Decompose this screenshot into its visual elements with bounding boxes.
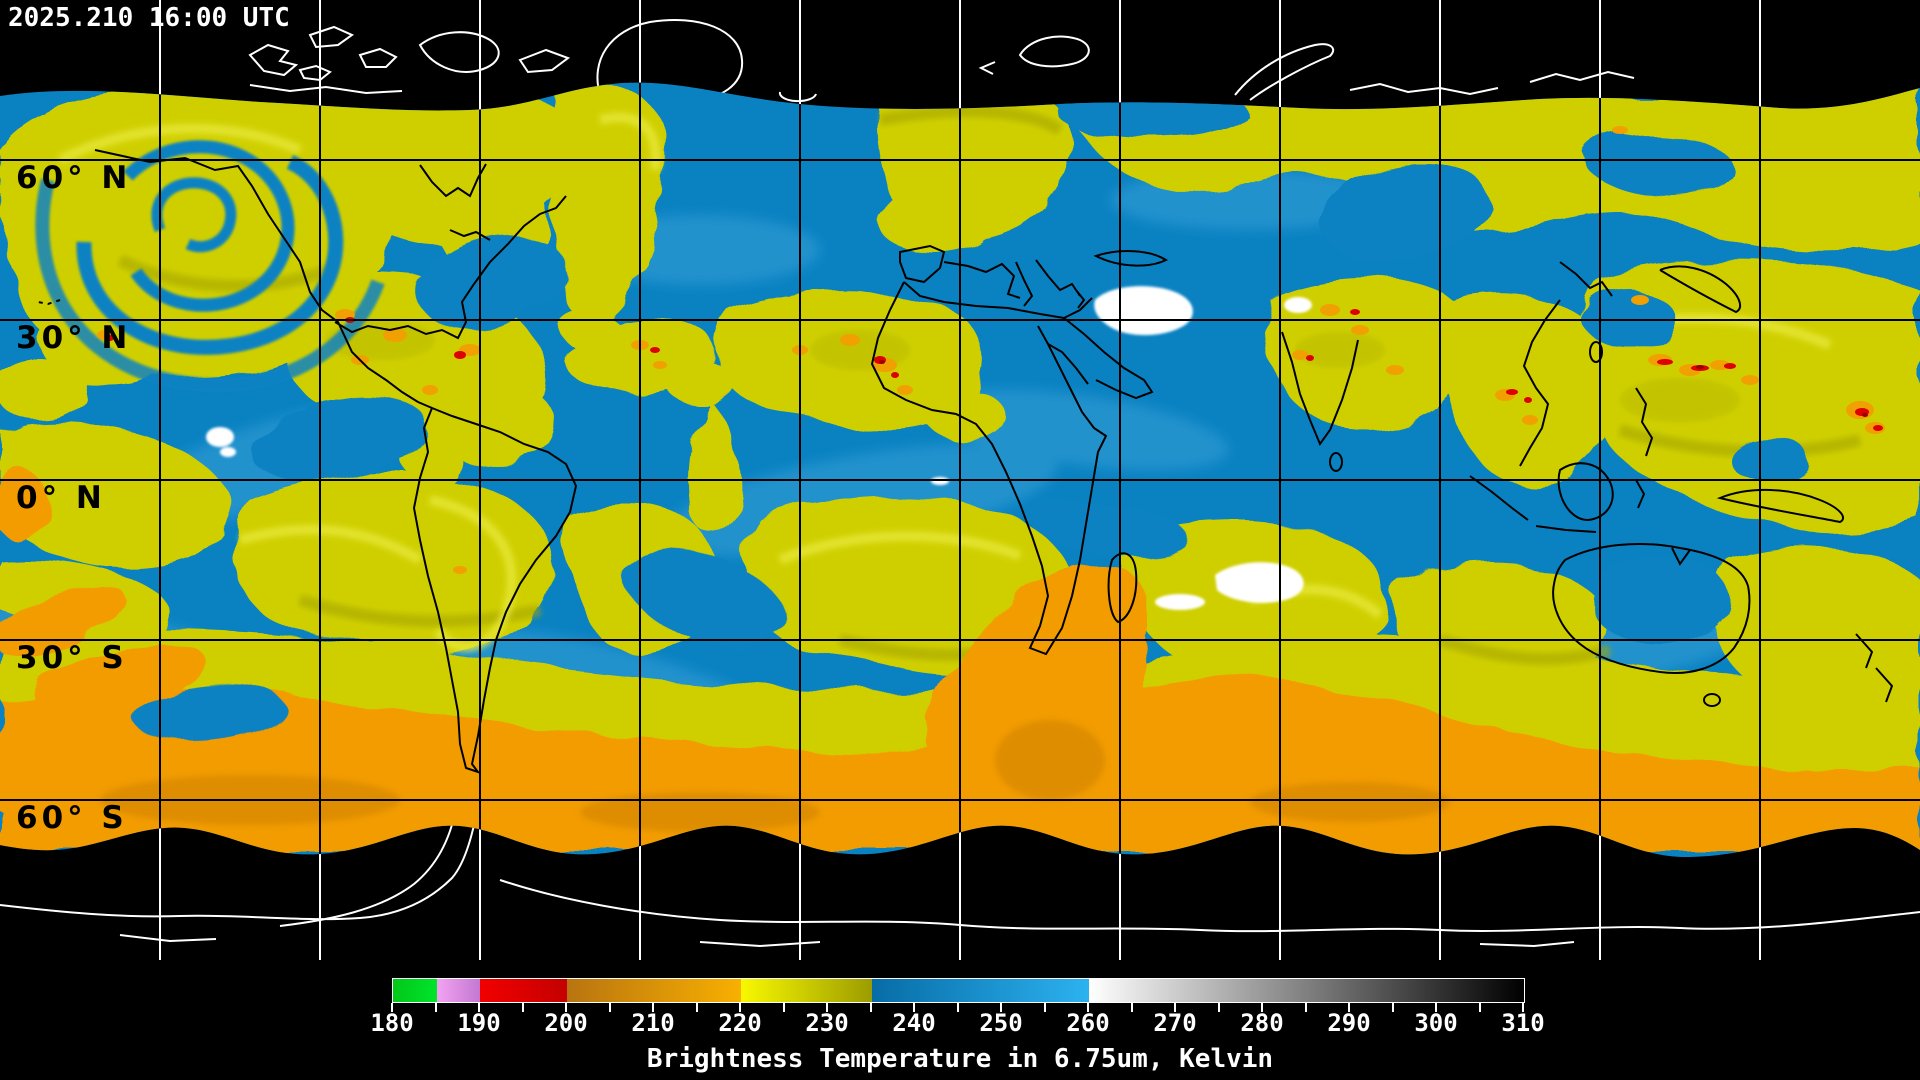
colorbar-segment <box>567 979 741 1002</box>
colorbar-segment <box>393 979 437 1002</box>
colorbar-tick <box>1000 1003 1002 1012</box>
colorbar-tick-label: 260 <box>1066 1009 1110 1037</box>
colorbar-tick <box>1130 1003 1133 1012</box>
colorbar-tick-label: 250 <box>979 1009 1023 1037</box>
colorbar-tick <box>1522 1003 1524 1012</box>
colorbar-tick-label: 180 <box>370 1009 414 1037</box>
colorbar-segment <box>436 979 480 1002</box>
colorbar-tick <box>1391 1003 1394 1012</box>
arctic-coastlines <box>248 18 1635 103</box>
colorbar-tick <box>608 1003 611 1012</box>
colorbar-ticks <box>0 1003 1920 1013</box>
colorbar-tick-label: 210 <box>631 1009 675 1037</box>
colorbar-tick <box>1174 1003 1176 1012</box>
lat-label-30s: 30° S <box>16 640 128 676</box>
data-field <box>0 82 1920 858</box>
colorbar-tick <box>565 1003 567 1012</box>
lat-label-0n: 0° N <box>16 480 106 516</box>
colorbar-tick <box>1217 1003 1220 1012</box>
lat-label-30n: 30° N <box>16 320 131 356</box>
colorbar-tick-label: 290 <box>1327 1009 1371 1037</box>
colorbar-tick <box>695 1003 698 1012</box>
dark-red-cores <box>879 360 1868 417</box>
lat-label-60n: 60° N <box>16 160 131 196</box>
colorbar-tick <box>652 1003 654 1012</box>
colorbar-segment <box>741 979 872 1002</box>
colorbar-tick-label: 310 <box>1501 1009 1545 1037</box>
lat-label-60s: 60° S <box>16 800 128 836</box>
colorbar-tick <box>1304 1003 1307 1012</box>
coastlines <box>37 149 1894 774</box>
colorbar-tick <box>956 1003 959 1012</box>
colorbar-tick <box>1435 1003 1437 1012</box>
colorbar-tick-label: 300 <box>1414 1009 1458 1037</box>
colorbar-tick-label: 220 <box>718 1009 762 1037</box>
colorbar-tick <box>434 1003 437 1012</box>
colorbar-tick <box>391 1003 393 1012</box>
timestamp: 2025.210 16:00 UTC <box>8 3 290 33</box>
data-graticule <box>0 82 1920 858</box>
colorbar-caption: Brightness Temperature in 6.75um, Kelvin <box>646 1044 1274 1074</box>
colorbar-tick <box>826 1003 828 1012</box>
colorbar-tick-label: 240 <box>892 1009 936 1037</box>
colorbar-tick <box>913 1003 915 1012</box>
colorbar-tick-label: 270 <box>1153 1009 1197 1037</box>
colorbar-tick <box>521 1003 524 1012</box>
colorbar-tick <box>739 1003 741 1012</box>
colorbar-tick <box>478 1003 480 1012</box>
water-vapor-map: 60° N 30° N 0° N 30° S 60° S <box>0 0 1920 960</box>
colorbar-tick <box>1043 1003 1046 1012</box>
colorbar-segment <box>871 979 1089 1002</box>
colorbar-tick-label: 230 <box>805 1009 849 1037</box>
colorbar-segment <box>1089 979 1524 1002</box>
colorbar-tick-label: 190 <box>457 1009 501 1037</box>
colorbar-tick <box>1478 1003 1481 1012</box>
colorbar-tick-labels: 180 190 200 210 220 230 240 250 260 270 280 290 300 3… <box>0 1009 1920 1041</box>
colorbar-tick <box>1261 1003 1263 1012</box>
colorbar-gradient <box>393 979 1524 1002</box>
colorbar-segment <box>480 979 567 1002</box>
colorbar-tick <box>782 1003 785 1012</box>
colorbar-tick <box>1348 1003 1350 1012</box>
latitude-labels: 60° N 30° N 0° N 30° S 60° S <box>16 160 131 836</box>
colorbar-tick-label: 200 <box>544 1009 588 1037</box>
dry-white-patches <box>206 286 1312 610</box>
colorbar-tick <box>1087 1003 1089 1012</box>
colorbar-tick-label: 280 <box>1240 1009 1284 1037</box>
colorbar-tick <box>869 1003 872 1012</box>
water-vapor-map-canvas: 60° N 30° N 0° N 30° S 60° S <box>0 0 1920 960</box>
colorbar <box>392 978 1525 1003</box>
red-convective-cores <box>106 309 1883 431</box>
